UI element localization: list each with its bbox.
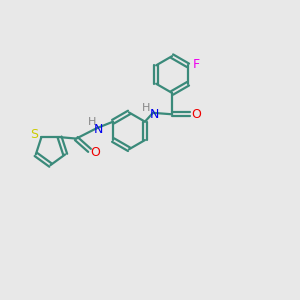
Text: N: N xyxy=(150,108,160,121)
Text: O: O xyxy=(191,108,201,121)
Text: N: N xyxy=(94,123,104,136)
Text: S: S xyxy=(30,128,38,141)
Text: F: F xyxy=(193,58,200,71)
Text: H: H xyxy=(88,117,96,128)
Text: O: O xyxy=(91,146,100,159)
Text: H: H xyxy=(142,103,151,113)
